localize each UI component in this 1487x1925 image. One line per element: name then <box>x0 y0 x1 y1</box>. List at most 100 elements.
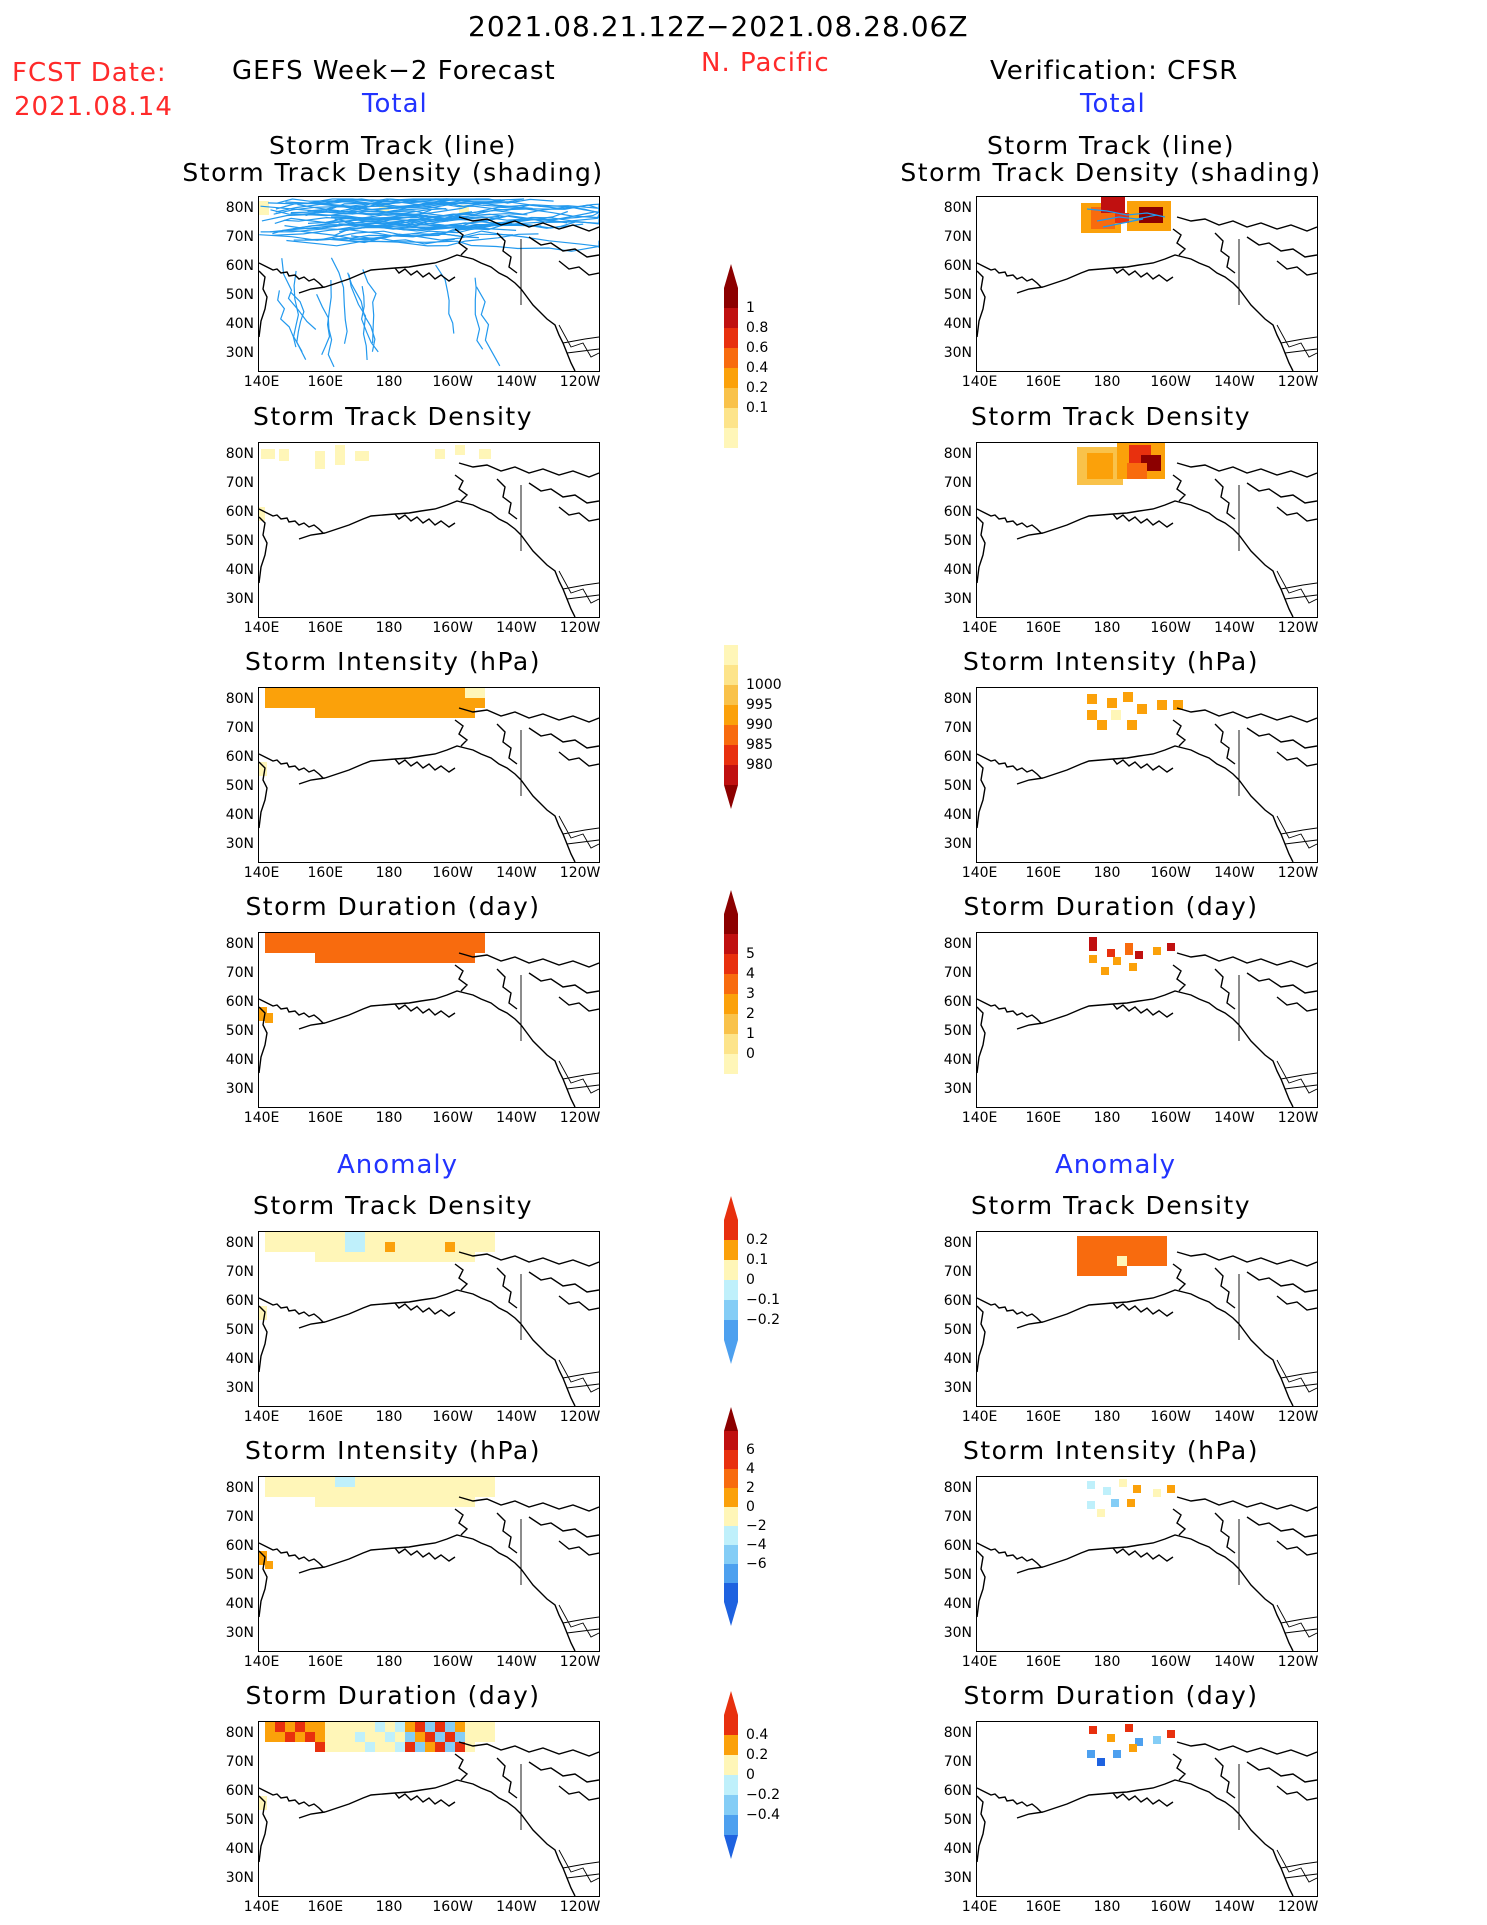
grid-cell <box>335 1487 345 1497</box>
colorbar-segment <box>724 348 738 368</box>
colorbar-label: 3 <box>746 986 755 1002</box>
grid-cell <box>265 1487 275 1497</box>
grid-cell <box>425 1732 435 1742</box>
border-line <box>1238 1519 1317 1638</box>
grid-cell <box>1139 207 1163 223</box>
grid-cell <box>259 1551 267 1565</box>
grid-cell <box>345 1732 355 1742</box>
colorbar-label: 0 <box>746 1767 755 1783</box>
grid-cell <box>1097 720 1107 730</box>
grid-cell <box>259 507 265 521</box>
grid-cell <box>275 1477 285 1487</box>
grid-cell <box>285 943 295 953</box>
lon-tick-label: 140E <box>243 1110 280 1126</box>
lon-tick-label: 140E <box>243 865 280 881</box>
grid-cell <box>395 1742 405 1752</box>
storm-track-line <box>270 209 468 223</box>
lon-tick-label: 180 <box>1093 1409 1121 1425</box>
grid-cell <box>415 1232 425 1242</box>
storm-track-line <box>360 286 379 353</box>
storm-track-line <box>321 279 332 356</box>
lon-tick-label: 160E <box>1025 1654 1062 1670</box>
grid-cell <box>259 1306 267 1320</box>
grid-cell <box>325 1487 335 1497</box>
grid-cell <box>435 1722 445 1732</box>
grid-cell <box>1111 1499 1119 1507</box>
colorbar-segment <box>724 745 738 765</box>
lon-tick-label: 180 <box>375 374 403 390</box>
lat-tick-label: 70N <box>225 965 254 981</box>
grid-cell <box>265 1232 275 1242</box>
grid-cell <box>455 1232 465 1242</box>
grid-cell <box>405 688 415 698</box>
colorbar-segment <box>724 954 738 974</box>
grid-cell <box>259 1007 267 1021</box>
grid-cell <box>1107 1266 1117 1276</box>
grid-cell <box>355 1722 365 1732</box>
colorbar-segment <box>724 685 738 705</box>
grid-cell <box>465 933 475 943</box>
grid-cell <box>1107 1734 1115 1742</box>
colorbar-arrow-top <box>724 264 738 288</box>
grid-cell <box>365 953 375 963</box>
grid-cell <box>385 1722 395 1732</box>
grid-cell <box>345 1477 355 1487</box>
lat-tick-label: 60N <box>225 1783 254 1799</box>
colorbar-segment <box>724 1034 738 1054</box>
lon-tick-label: 140W <box>1214 1110 1255 1126</box>
grid-cell <box>279 449 289 461</box>
border-line <box>520 485 599 604</box>
lat-tick-label: 50N <box>943 287 972 303</box>
lat-tick-label: 70N <box>225 1754 254 1770</box>
colorbar-label: 0.1 <box>746 400 769 416</box>
grid-cell <box>1137 1246 1147 1256</box>
grid-cell <box>1147 1236 1157 1246</box>
grid-cell <box>375 1722 385 1732</box>
grid-cell <box>295 1477 305 1487</box>
grid-cell <box>465 1722 475 1732</box>
colorbar-segment <box>724 1450 738 1469</box>
grid-cell <box>325 1242 335 1252</box>
grid-cell <box>415 953 425 963</box>
grid-cell <box>485 1242 495 1252</box>
colorbar-label: 990 <box>746 717 773 733</box>
colorbar-segment <box>724 1815 738 1835</box>
grid-cell <box>415 1487 425 1497</box>
colorbar-segment <box>724 388 738 408</box>
grid-cell <box>475 1232 485 1242</box>
lat-tick-label: 70N <box>943 475 972 491</box>
grid-cell <box>435 953 445 963</box>
colorbar-segment <box>724 1507 738 1526</box>
border-line <box>520 239 599 358</box>
grid-cell <box>1157 1256 1167 1266</box>
grid-cell <box>315 953 325 963</box>
intensity-anom-colorbar: 6 4 2 0 −2 −4 −6 <box>724 1407 804 1634</box>
grid-cell <box>335 933 345 943</box>
colorbar-arrow-top <box>724 1196 738 1220</box>
grid-cell <box>315 1722 325 1732</box>
lon-tick-label: 140E <box>961 620 998 636</box>
lon-tick-label: 160W <box>1150 620 1191 636</box>
storm-track-line <box>1086 208 1166 218</box>
gefs-track-map <box>258 196 600 372</box>
lat-tick-label: 40N <box>943 562 972 578</box>
lon-tick-label: 140E <box>961 374 998 390</box>
grid-cell <box>415 688 425 698</box>
cfsr-intensity-map <box>976 687 1318 863</box>
grid-cell <box>475 1732 485 1742</box>
lat-tick-label: 80N <box>225 936 254 952</box>
storm-track-line <box>260 200 499 215</box>
grid-cell <box>435 1242 445 1252</box>
grid-cell <box>1097 1246 1107 1256</box>
grid-cell <box>295 1242 305 1252</box>
grid-cell <box>355 1742 365 1752</box>
grid-cell <box>295 933 305 943</box>
lat-tick-label: 50N <box>225 1567 254 1583</box>
lon-tick-label: 120W <box>559 620 601 636</box>
grid-cell <box>1087 1246 1097 1256</box>
grid-cell <box>275 698 285 708</box>
colorbar-segment <box>724 328 738 348</box>
lon-tick-label: 140E <box>243 1409 280 1425</box>
grid-cell <box>405 953 415 963</box>
grid-cell <box>1101 197 1125 213</box>
